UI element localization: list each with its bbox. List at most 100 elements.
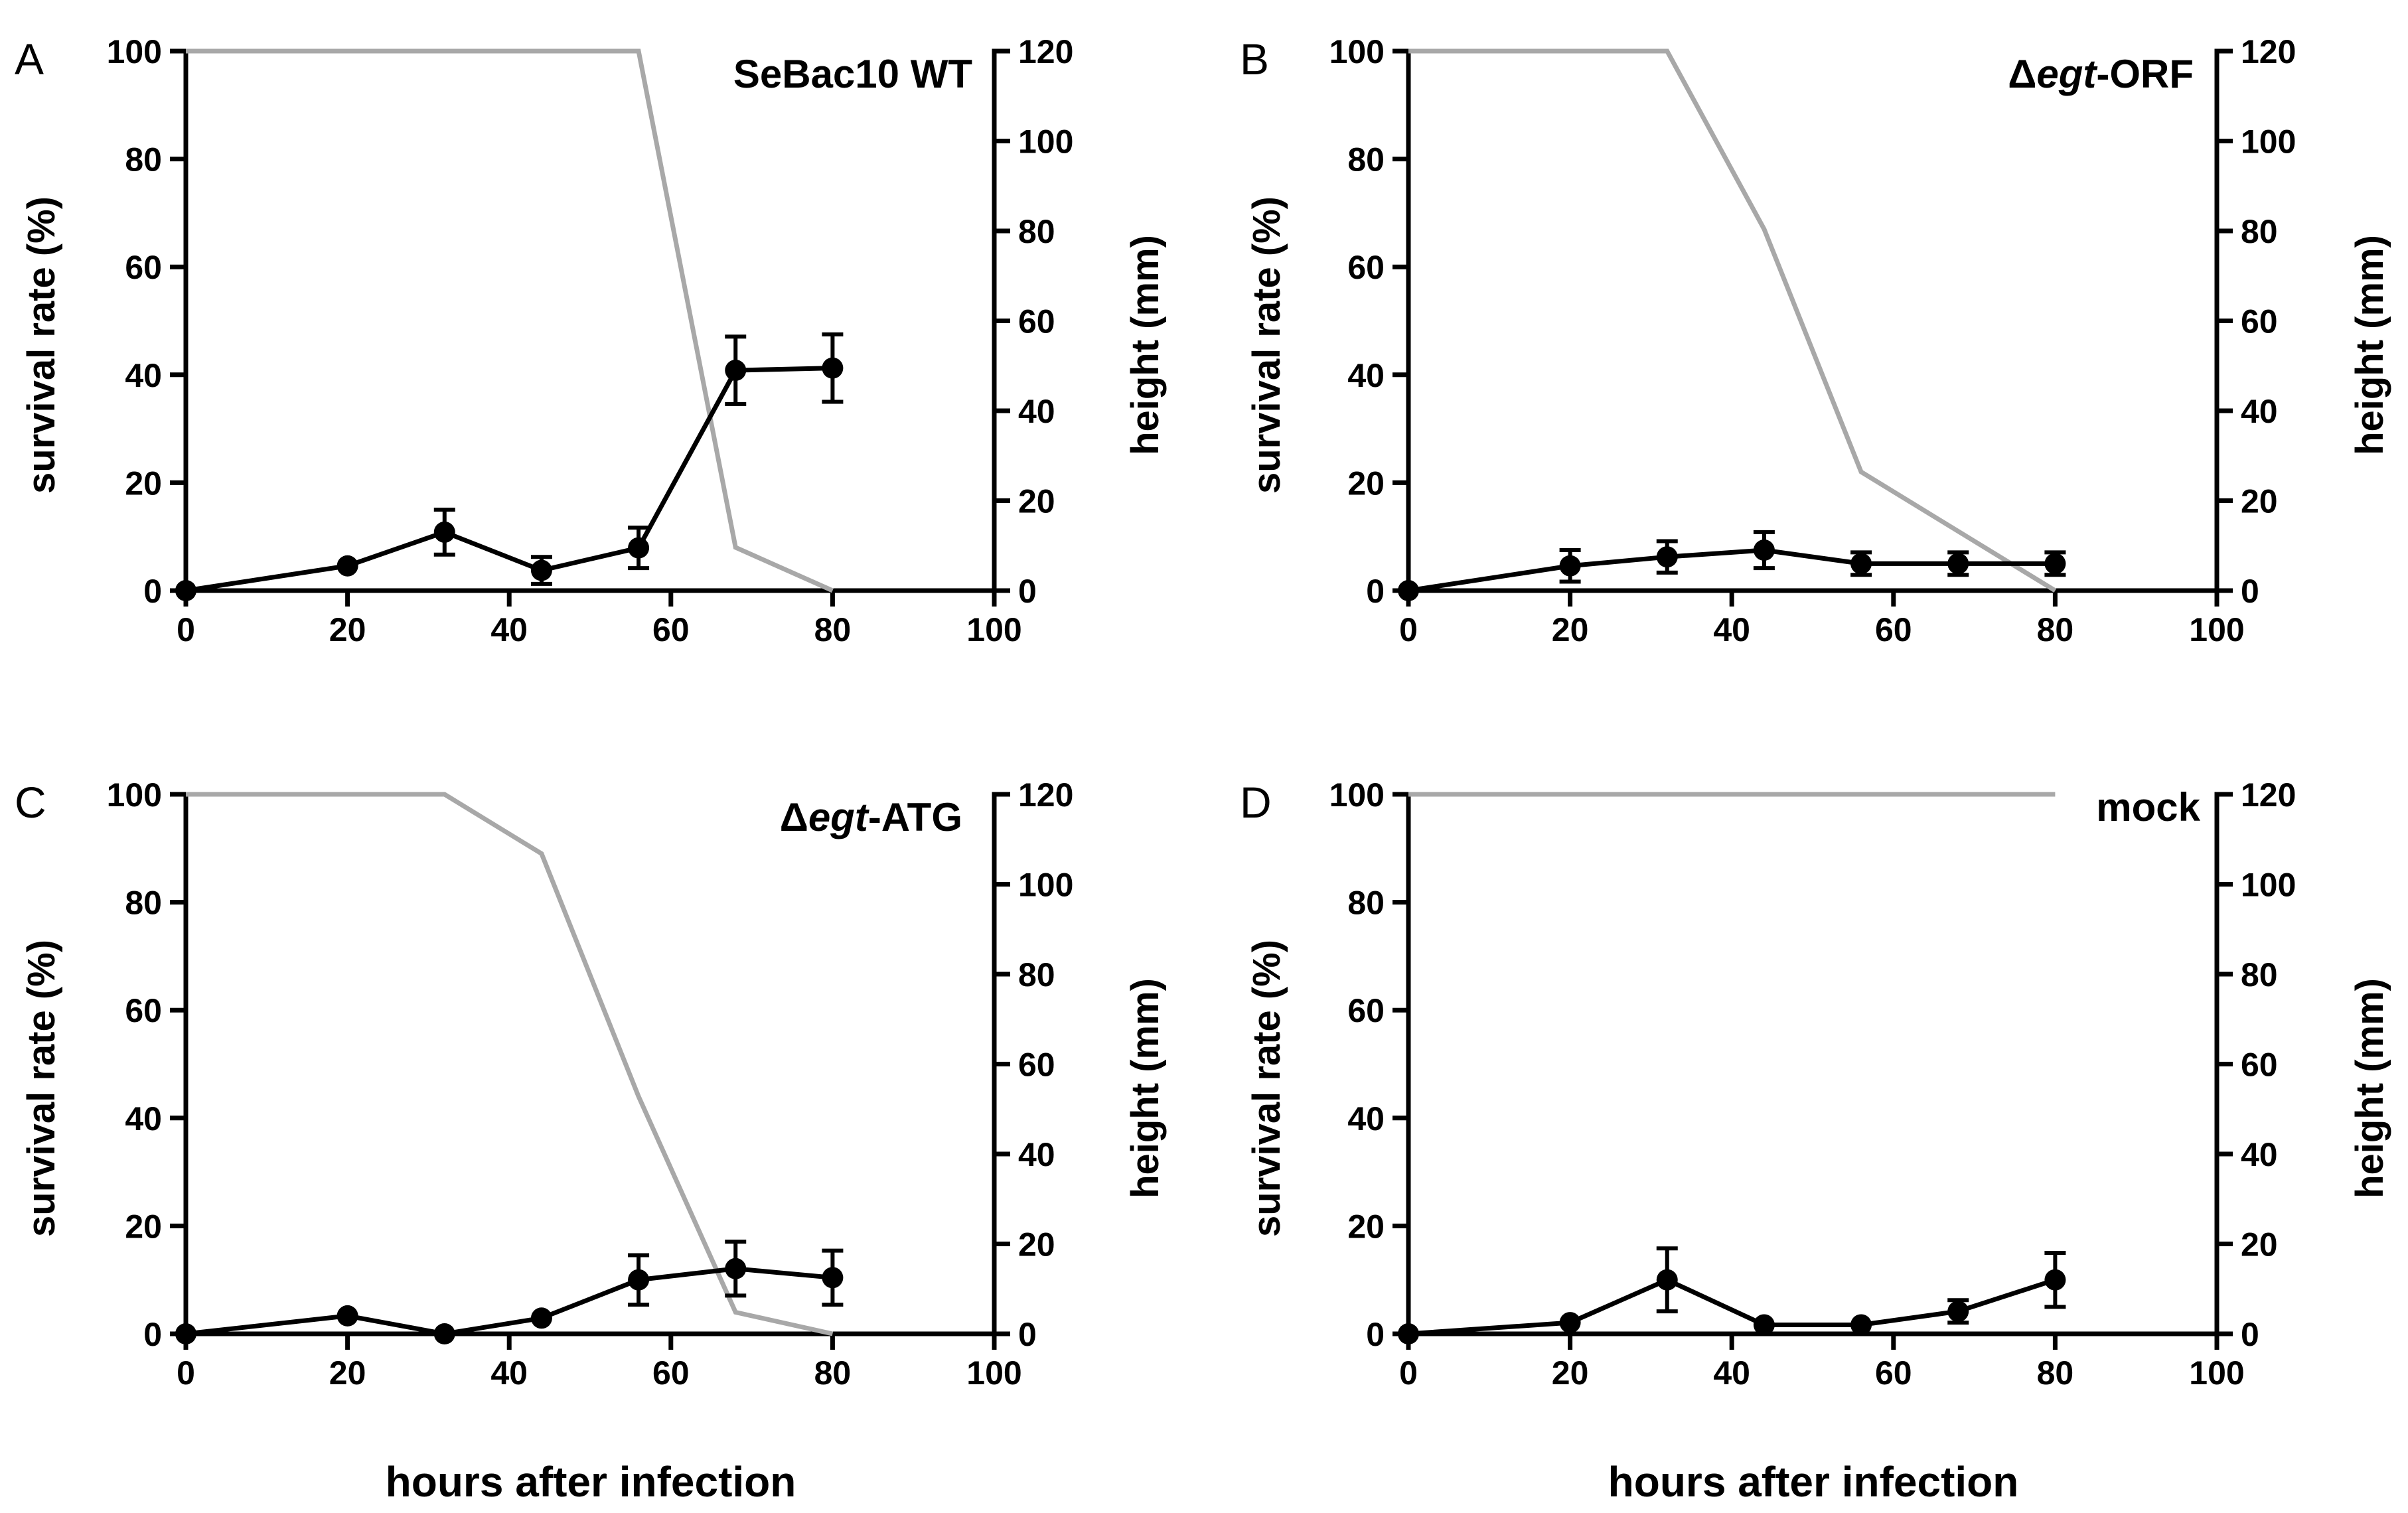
y2-tick-label: 60 <box>2241 303 2278 340</box>
x-tick-label: 20 <box>1552 611 1589 648</box>
x-tick-label: 40 <box>490 611 528 648</box>
x-tick-label: 60 <box>652 1354 690 1392</box>
data-point <box>433 521 455 543</box>
y2-tick-label: 40 <box>1018 1136 1055 1173</box>
x-tick-label: 40 <box>1713 1354 1750 1392</box>
y-tick-label: 20 <box>1347 1208 1385 1245</box>
y2-tick-label: 60 <box>1018 303 1055 340</box>
y2-tick-label: 120 <box>2241 33 2296 70</box>
y2-tick-label: 80 <box>1018 213 1055 250</box>
y2-tick-label: 20 <box>1018 1226 1055 1263</box>
data-point <box>1753 540 1775 561</box>
panel-b: B Δegt-ORF survival rate (%) height (mm)… <box>1240 33 2391 648</box>
x-tick-label: 60 <box>1875 611 1912 648</box>
x-tick-label: 40 <box>1713 611 1750 648</box>
panel-title-delta: Δ <box>780 795 808 839</box>
panel-title-suffix: -ATG <box>868 795 962 839</box>
data-point <box>1656 546 1678 568</box>
survival-rate-line <box>186 792 834 1336</box>
data-point <box>175 580 196 601</box>
y2-tick-label: 40 <box>1018 393 1055 430</box>
y-tick-label: 80 <box>125 885 162 922</box>
x-tick-label: 80 <box>2037 611 2074 648</box>
panel-title: mock <box>2096 785 2200 829</box>
y2-tick-label: 0 <box>1018 1316 1037 1353</box>
x-tick-label: 20 <box>329 1354 366 1392</box>
y2-tick-label: 80 <box>2241 213 2278 250</box>
data-point <box>433 1323 455 1344</box>
data-point <box>822 1267 844 1289</box>
y-tick-label: 40 <box>125 357 162 394</box>
y-tick-label: 100 <box>107 776 162 814</box>
y-tick-label: 80 <box>125 141 162 179</box>
y-tick-label: 20 <box>1347 465 1385 502</box>
y-tick-label: 40 <box>125 1100 162 1137</box>
data-point <box>2044 553 2066 575</box>
data-point <box>1947 553 1969 575</box>
y2-tick-label: 100 <box>1018 123 1073 161</box>
y-axis-title: survival rate (%) <box>20 196 63 494</box>
x-tick-label: 100 <box>966 1354 1021 1392</box>
data-point <box>1398 1323 1419 1344</box>
y2-axis-title: height (mm) <box>1124 978 1167 1198</box>
y-tick-label: 20 <box>125 1208 162 1245</box>
y2-axis-title: height (mm) <box>1124 235 1167 455</box>
y-tick-label: 80 <box>1347 141 1385 179</box>
y2-tick-label: 60 <box>2241 1046 2278 1084</box>
data-point <box>1753 1314 1775 1336</box>
panel-title-suffix: -ORF <box>2096 52 2194 96</box>
y2-axis-title: height (mm) <box>2348 235 2391 455</box>
y2-tick-label: 80 <box>1018 956 1055 993</box>
y-tick-label: 0 <box>1366 1316 1385 1353</box>
x-tick-label: 80 <box>2037 1354 2074 1392</box>
y2-tick-label: 20 <box>1018 483 1055 520</box>
data-point <box>530 559 552 581</box>
data-point <box>175 1323 196 1344</box>
data-point <box>1559 1312 1581 1334</box>
x-tick-label: 0 <box>177 611 195 648</box>
data-point <box>1850 553 1872 575</box>
y2-axis-title: height (mm) <box>2348 978 2391 1198</box>
x-tick-label: 0 <box>177 1354 195 1392</box>
data-point <box>1947 1301 1969 1323</box>
panel-c: C Δegt-ATG survival rate (%) height (mm)… <box>15 776 1167 1506</box>
x-tick-label: 80 <box>814 1354 852 1392</box>
x-tick-label: 20 <box>329 611 366 648</box>
x-tick-label: 60 <box>652 611 690 648</box>
x-tick-label: 60 <box>1875 1354 1912 1392</box>
survival-rate-line <box>186 48 834 593</box>
y-tick-label: 100 <box>1329 33 1385 70</box>
panel-title: Δegt-ATG <box>780 795 962 839</box>
y-axis-title: survival rate (%) <box>20 940 63 1237</box>
panel-letter: D <box>1240 778 1272 827</box>
y-tick-label: 100 <box>1329 776 1385 814</box>
y-tick-label: 80 <box>1347 885 1385 922</box>
panel-title-gene: egt <box>2036 52 2098 96</box>
panel-title-gene: egt <box>808 795 870 839</box>
y-tick-label: 20 <box>125 465 162 502</box>
panel-letter: A <box>15 35 44 84</box>
data-point <box>337 555 358 577</box>
x-tick-label: 20 <box>1552 1354 1589 1392</box>
y-axis-title: survival rate (%) <box>1245 940 1288 1237</box>
y2-tick-label: 120 <box>1018 776 1073 814</box>
x-tick-label: 100 <box>966 611 1021 648</box>
y-tick-label: 0 <box>1366 573 1385 610</box>
y-tick-label: 60 <box>125 992 162 1029</box>
panel-letter: C <box>15 778 46 827</box>
y2-tick-label: 100 <box>2241 867 2296 904</box>
y2-tick-label: 40 <box>2241 1136 2278 1173</box>
data-point <box>2044 1269 2066 1291</box>
y-tick-label: 60 <box>1347 249 1385 286</box>
x-axis-title: hours after infection <box>1608 1458 2019 1506</box>
y2-tick-label: 60 <box>1018 1046 1055 1084</box>
x-tick-label: 0 <box>1399 611 1418 648</box>
data-point <box>1398 580 1419 601</box>
y2-tick-label: 100 <box>1018 867 1073 904</box>
y2-tick-label: 120 <box>2241 776 2296 814</box>
x-tick-label: 100 <box>2189 611 2244 648</box>
x-tick-label: 0 <box>1399 1354 1418 1392</box>
